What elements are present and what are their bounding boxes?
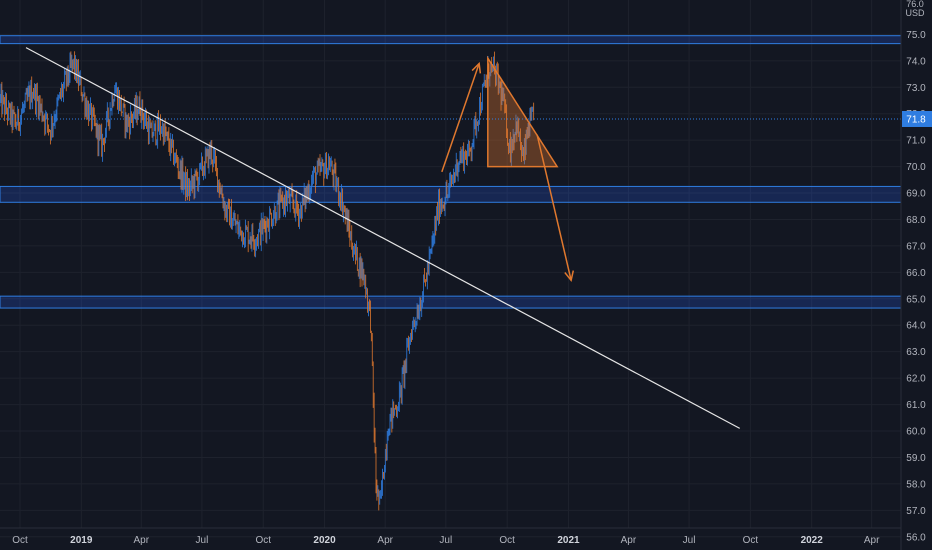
chart-drawings [0, 47, 901, 429]
arrow-down-head [564, 270, 575, 282]
price-tick-label: 69.0 [906, 189, 926, 200]
price-tick-label: 62.0 [906, 374, 926, 385]
time-tick-label: Jul [439, 535, 452, 546]
time-tick-label: Apr [864, 535, 880, 546]
currency-label: USD [905, 8, 925, 18]
time-tick-label: Oct [12, 535, 28, 546]
time-tick-label: Apr [621, 535, 637, 546]
price-tick-label: 56.0 [906, 532, 926, 543]
price-tick-label: 63.0 [906, 347, 926, 358]
price-tick-label: 71.0 [906, 136, 926, 147]
arrow-down[interactable] [536, 134, 572, 281]
triangle-pattern[interactable] [487, 55, 559, 168]
arrow-up-head [471, 61, 482, 74]
time-tick-label: Jul [683, 535, 696, 546]
top-cut-label: 76.0 [906, 0, 924, 9]
time-tick-label: 2021 [557, 535, 580, 546]
sr-zone[interactable] [0, 35, 902, 45]
price-tick-label: 74.0 [906, 56, 926, 67]
time-tick-label: Oct [499, 535, 515, 546]
price-tick-label: 57.0 [906, 506, 926, 517]
price-tick-label: 67.0 [906, 241, 926, 252]
price-tick-label: 66.0 [906, 268, 926, 279]
time-tick-label: 2020 [313, 535, 336, 546]
time-tick-label: Oct [743, 535, 759, 546]
current-price-tag: 71.8 [902, 110, 932, 127]
current-price-box [902, 110, 932, 127]
time-tick-label: Oct [255, 535, 271, 546]
price-tick-label: 58.0 [906, 479, 926, 490]
price-tick-label: 65.0 [906, 294, 926, 305]
price-tick-label: 68.0 [906, 215, 926, 226]
time-tick-label: Jul [196, 535, 209, 546]
trendline[interactable] [25, 47, 741, 429]
arrow-up[interactable] [441, 63, 480, 173]
time-axis[interactable]: Oct 2019 Apr Jul Oct 2020 Apr Jul Oct 2021 Apr Jul O… [0, 527, 901, 546]
sr-zone[interactable] [0, 185, 902, 203]
candlestick-series [0, 51, 535, 511]
price-tick-label: 60.0 [906, 427, 926, 438]
price-tick-label: 64.0 [906, 321, 926, 332]
sr-zone[interactable] [0, 295, 902, 309]
price-tick-label: 75.0 [906, 30, 926, 41]
price-tick-label: 73.0 [906, 83, 926, 94]
time-tick-label: 2022 [801, 535, 824, 546]
price-tick-label: 70.0 [906, 162, 926, 173]
price-tick-label: 59.0 [906, 453, 926, 464]
grid-lines [0, 0, 901, 538]
time-tick-label: Apr [133, 535, 149, 546]
current-price-label: 71.8 [906, 114, 926, 125]
time-tick-label: Apr [377, 535, 393, 546]
time-tick-label: 2019 [70, 535, 93, 546]
price-tick-label: 61.0 [906, 400, 926, 411]
